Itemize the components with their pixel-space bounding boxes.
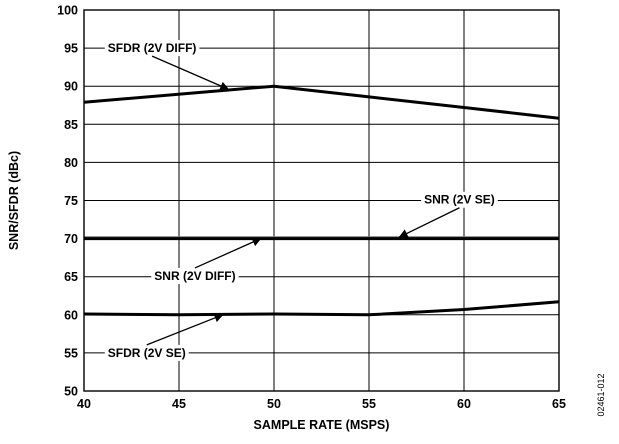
annotation-label: SFDR (2V DIFF) xyxy=(108,41,197,55)
annotation-label: SFDR (2V SE) xyxy=(108,346,186,360)
y-tick-label: 55 xyxy=(64,346,78,360)
series-line-sfdr-2v-se xyxy=(83,300,560,317)
y-tick-label: 95 xyxy=(64,42,78,56)
x-tick-label: 65 xyxy=(552,397,566,411)
annotations: SFDR (2V DIFF) SNR (2V SE) SNR (2V DIFF) SF… xyxy=(104,40,498,361)
series-lines xyxy=(83,84,560,317)
x-tick-label: 40 xyxy=(77,397,91,411)
x-tick-label: 60 xyxy=(457,397,471,411)
annotation-background xyxy=(104,344,189,361)
y-tick-label: 65 xyxy=(64,270,78,284)
series-line-sfdr-2v-diff xyxy=(83,84,560,120)
annotation-arrow xyxy=(146,313,224,346)
y-tick-label: 70 xyxy=(64,232,78,246)
y-tick-label: 75 xyxy=(64,194,78,208)
annotation-background xyxy=(104,40,200,57)
figure-code: 02461-012 xyxy=(596,373,606,416)
annotation-label: SNR (2V SE) xyxy=(424,193,495,207)
annotation-arrow xyxy=(398,207,460,238)
y-tick-label: 85 xyxy=(64,118,78,132)
y-tick-label: 60 xyxy=(64,308,78,322)
x-tick-label: 55 xyxy=(362,397,376,411)
annotation-arrow xyxy=(151,55,230,91)
y-tick-label: 90 xyxy=(64,80,78,94)
y-axis-title: SNR/SFDR (dBc) xyxy=(7,151,21,250)
annotation-arrow xyxy=(194,237,262,269)
x-tick-label: 50 xyxy=(267,397,281,411)
x-tick-label: 45 xyxy=(172,397,186,411)
plot-frame xyxy=(83,9,560,392)
annotation-background xyxy=(421,191,498,208)
y-tick-label: 80 xyxy=(64,156,78,170)
y-tick-label: 100 xyxy=(57,4,78,18)
y-tick-label: 50 xyxy=(64,385,78,399)
annotation-label: SNR (2V DIFF) xyxy=(154,269,235,283)
annotation-background xyxy=(151,267,239,284)
x-axis-title: SAMPLE RATE (MSPS) xyxy=(254,418,390,432)
tick-labels: 40 45 50 55 60 65 50 55 60 65 70 75 80 85 90 95 100 xyxy=(57,4,566,412)
